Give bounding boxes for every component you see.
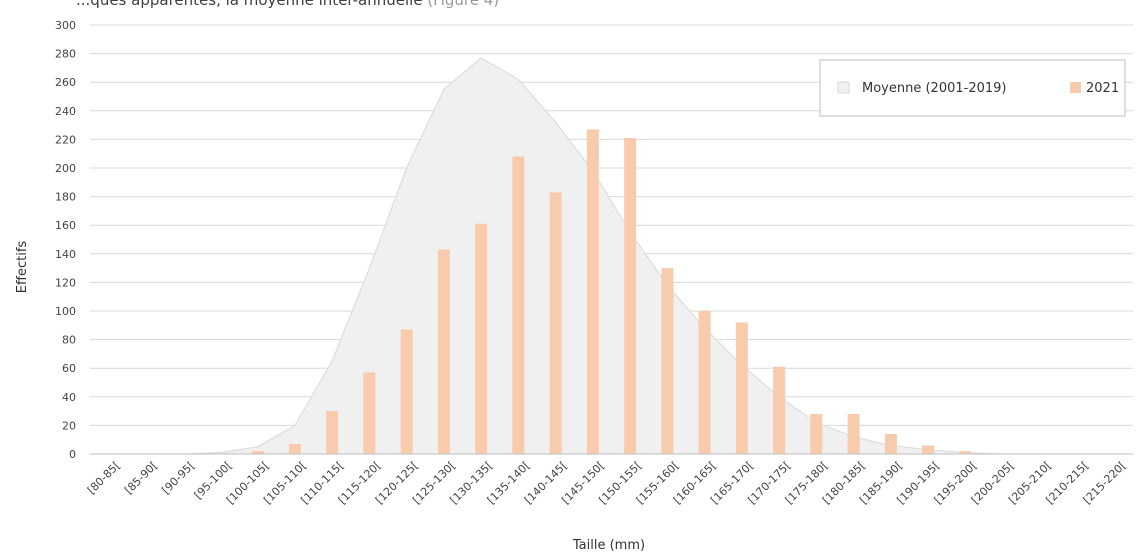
x-tick-label: [80-85[ [85, 459, 123, 497]
x-tick-label: [85-90[ [122, 459, 160, 497]
legend-swatch-average [837, 81, 850, 94]
bar-2021 [884, 433, 897, 454]
legend-label-2021: 2021 [1086, 81, 1119, 96]
bar-2021 [661, 268, 674, 454]
bar-2021 [773, 366, 786, 454]
bar-2021 [922, 445, 935, 454]
y-tick-label: 60 [62, 362, 76, 375]
bar-2021 [288, 443, 301, 454]
y-tick-label: 280 [55, 48, 76, 61]
legend-label-average: Moyenne (2001-2019) [862, 81, 1006, 96]
y-axis-title: Effectifs [15, 241, 30, 294]
legend-swatch-2021 [1070, 82, 1081, 93]
y-axis-tick-labels: 0 20 40 60 80 100 120 140 160 180 200 220 240 260 280 3… [55, 19, 76, 461]
bar-2021 [363, 372, 376, 454]
x-tick-label: [90-95[ [159, 459, 197, 497]
bar-2021 [251, 451, 264, 454]
y-tick-label: 220 [55, 133, 76, 146]
bar-2021 [549, 192, 562, 454]
average-area-shape [108, 57, 1115, 455]
y-tick-label: 120 [55, 276, 76, 289]
y-tick-label: 20 [62, 419, 76, 432]
bar-2021 [624, 137, 637, 454]
bar-2021 [847, 413, 860, 454]
bar-2021 [959, 451, 972, 454]
y-tick-label: 240 [55, 105, 76, 118]
bar-2021 [400, 329, 413, 454]
y-tick-label: 0 [69, 448, 76, 461]
header-text-fragment: ...ques apparentes, la moyenne inter-ann… [76, 0, 499, 9]
y-tick-label: 40 [62, 391, 76, 404]
y-tick-label: 80 [62, 334, 76, 347]
y-tick-label: 300 [55, 19, 76, 32]
y-tick-label: 100 [55, 305, 76, 318]
bar-2021 [735, 322, 748, 454]
legend: Moyenne (2001-2019) 2021 [819, 59, 1126, 117]
average-area [108, 57, 1115, 455]
bar-2021 [810, 413, 823, 454]
x-axis-tick-labels: [80-85[[85-90[[90-95[[95-100[[100-105[[1… [85, 459, 1129, 507]
bar-2021 [698, 311, 711, 454]
y-tick-label: 160 [55, 219, 76, 232]
bar-2021 [512, 156, 525, 454]
bar-2021 [475, 223, 488, 454]
y-tick-label: 260 [55, 76, 76, 89]
bar-2021 [586, 129, 599, 454]
y-tick-label: 140 [55, 248, 76, 261]
y-tick-label: 200 [55, 162, 76, 175]
bar-2021 [326, 411, 339, 454]
header-figure-ref: (Figure 4) [427, 0, 500, 9]
x-axis-title: Taille (mm) [572, 538, 645, 553]
legend-box [819, 59, 1126, 117]
bar-2021 [437, 249, 450, 454]
header-text: ...ques apparentes, la moyenne inter-ann… [76, 0, 423, 9]
y-tick-label: 180 [55, 191, 76, 204]
bars-2021 [251, 129, 972, 454]
